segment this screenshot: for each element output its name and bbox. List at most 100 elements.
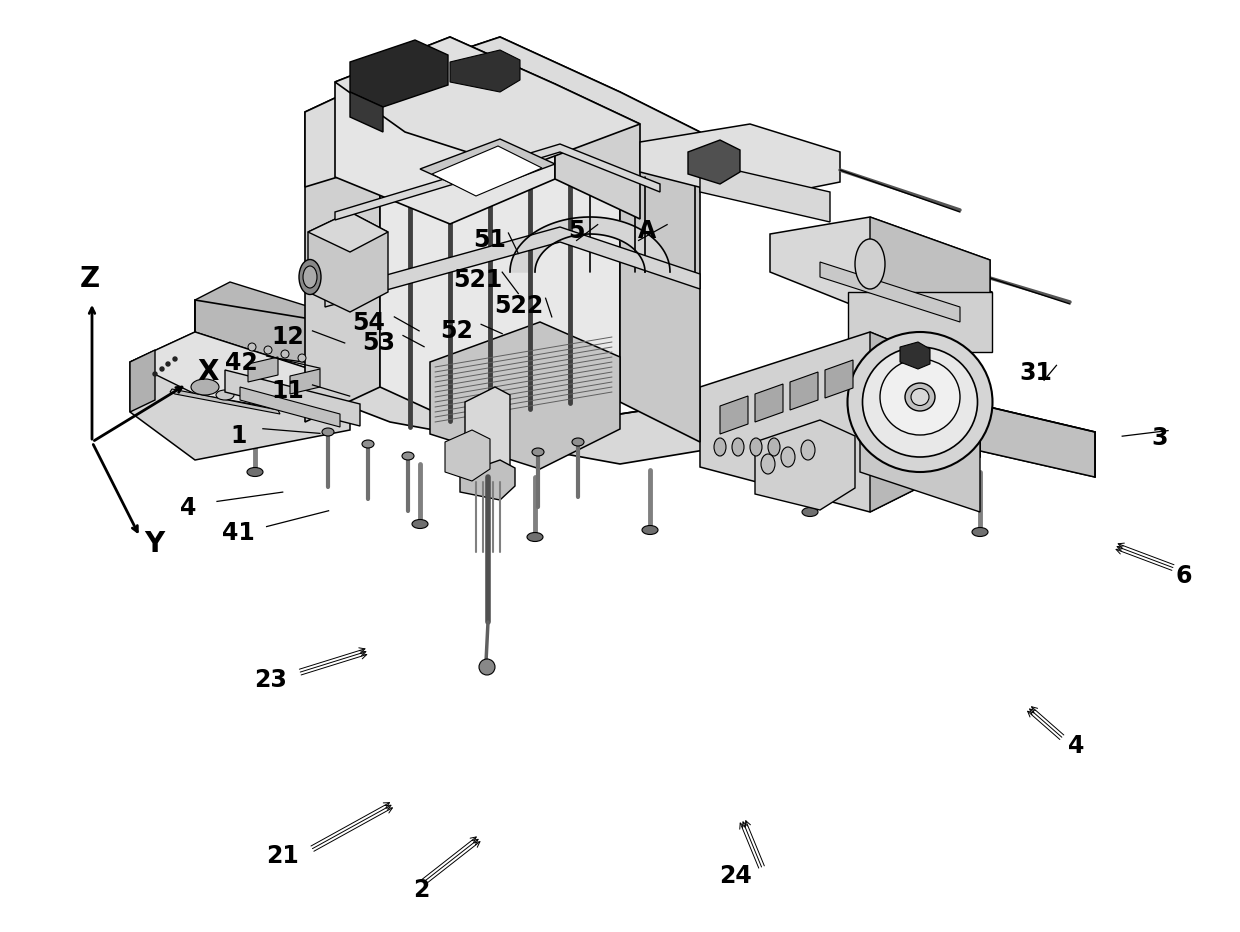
Ellipse shape <box>732 438 744 456</box>
Polygon shape <box>335 144 660 220</box>
Text: 21: 21 <box>267 843 299 868</box>
Circle shape <box>298 354 306 362</box>
Polygon shape <box>445 430 490 481</box>
Ellipse shape <box>880 359 960 435</box>
Polygon shape <box>770 217 990 312</box>
Polygon shape <box>130 332 350 410</box>
Polygon shape <box>460 460 515 500</box>
Polygon shape <box>640 124 839 200</box>
Circle shape <box>153 372 157 376</box>
Ellipse shape <box>642 526 658 534</box>
Polygon shape <box>432 146 542 196</box>
Ellipse shape <box>322 428 334 436</box>
Text: 53: 53 <box>362 331 394 355</box>
Text: 2: 2 <box>413 878 430 902</box>
Ellipse shape <box>714 438 725 456</box>
Polygon shape <box>195 282 391 374</box>
Polygon shape <box>465 387 510 485</box>
Ellipse shape <box>761 454 775 474</box>
Polygon shape <box>701 332 980 512</box>
Text: 3: 3 <box>1151 426 1168 450</box>
Ellipse shape <box>768 438 780 456</box>
Polygon shape <box>790 372 818 410</box>
Ellipse shape <box>972 528 988 537</box>
Ellipse shape <box>750 438 763 456</box>
Polygon shape <box>755 420 856 510</box>
Polygon shape <box>350 92 383 132</box>
Polygon shape <box>290 369 320 394</box>
Polygon shape <box>900 342 930 369</box>
Polygon shape <box>755 384 782 422</box>
Circle shape <box>264 346 272 354</box>
Text: 1: 1 <box>229 424 247 448</box>
Polygon shape <box>325 227 701 307</box>
Ellipse shape <box>847 332 992 472</box>
Circle shape <box>174 357 177 361</box>
Polygon shape <box>620 92 701 442</box>
Ellipse shape <box>911 389 929 405</box>
Polygon shape <box>720 396 748 434</box>
Text: 51: 51 <box>474 228 506 253</box>
Text: 5: 5 <box>568 219 585 243</box>
Polygon shape <box>825 360 853 398</box>
Polygon shape <box>556 84 640 219</box>
Text: 52: 52 <box>440 319 472 343</box>
Ellipse shape <box>216 390 234 400</box>
Ellipse shape <box>572 438 584 446</box>
Ellipse shape <box>856 239 885 289</box>
Circle shape <box>281 350 289 358</box>
Polygon shape <box>430 322 620 469</box>
Text: Y: Y <box>144 530 164 558</box>
Polygon shape <box>305 37 701 187</box>
Ellipse shape <box>247 468 263 476</box>
Ellipse shape <box>299 259 321 295</box>
Text: 522: 522 <box>494 294 543 318</box>
Polygon shape <box>450 50 520 92</box>
Text: 521: 521 <box>453 267 502 292</box>
Ellipse shape <box>303 266 317 288</box>
Polygon shape <box>870 332 980 512</box>
Text: 4: 4 <box>1068 733 1085 758</box>
Polygon shape <box>848 292 992 352</box>
Circle shape <box>248 343 255 351</box>
Text: 42: 42 <box>226 351 258 376</box>
Polygon shape <box>335 37 640 169</box>
Ellipse shape <box>412 519 428 528</box>
Polygon shape <box>379 37 620 442</box>
Polygon shape <box>130 350 155 412</box>
Text: 23: 23 <box>254 668 286 692</box>
Polygon shape <box>195 300 1095 477</box>
Ellipse shape <box>527 532 543 541</box>
Ellipse shape <box>801 440 815 460</box>
Text: 24: 24 <box>719 864 751 888</box>
Polygon shape <box>130 332 350 460</box>
Polygon shape <box>420 139 556 194</box>
Ellipse shape <box>191 379 219 395</box>
Text: Z: Z <box>81 265 100 293</box>
Text: A: A <box>639 219 656 243</box>
Polygon shape <box>248 357 278 382</box>
Polygon shape <box>308 212 388 252</box>
Polygon shape <box>861 392 980 512</box>
Ellipse shape <box>402 452 414 460</box>
Text: 6: 6 <box>1176 564 1193 588</box>
Text: 11: 11 <box>272 379 304 404</box>
Text: 31: 31 <box>1019 361 1052 385</box>
Polygon shape <box>688 140 740 184</box>
Circle shape <box>479 659 495 675</box>
Polygon shape <box>870 217 990 312</box>
Ellipse shape <box>532 448 544 456</box>
Text: X: X <box>197 358 218 386</box>
Polygon shape <box>820 262 960 322</box>
Polygon shape <box>862 377 1095 477</box>
Circle shape <box>160 367 164 371</box>
Polygon shape <box>335 37 556 224</box>
Text: 12: 12 <box>272 325 304 350</box>
Ellipse shape <box>781 447 795 467</box>
Polygon shape <box>305 77 379 422</box>
Polygon shape <box>510 217 670 272</box>
Text: 4: 4 <box>180 496 197 520</box>
Polygon shape <box>308 212 388 312</box>
Circle shape <box>166 362 170 366</box>
Text: 41: 41 <box>222 521 254 545</box>
